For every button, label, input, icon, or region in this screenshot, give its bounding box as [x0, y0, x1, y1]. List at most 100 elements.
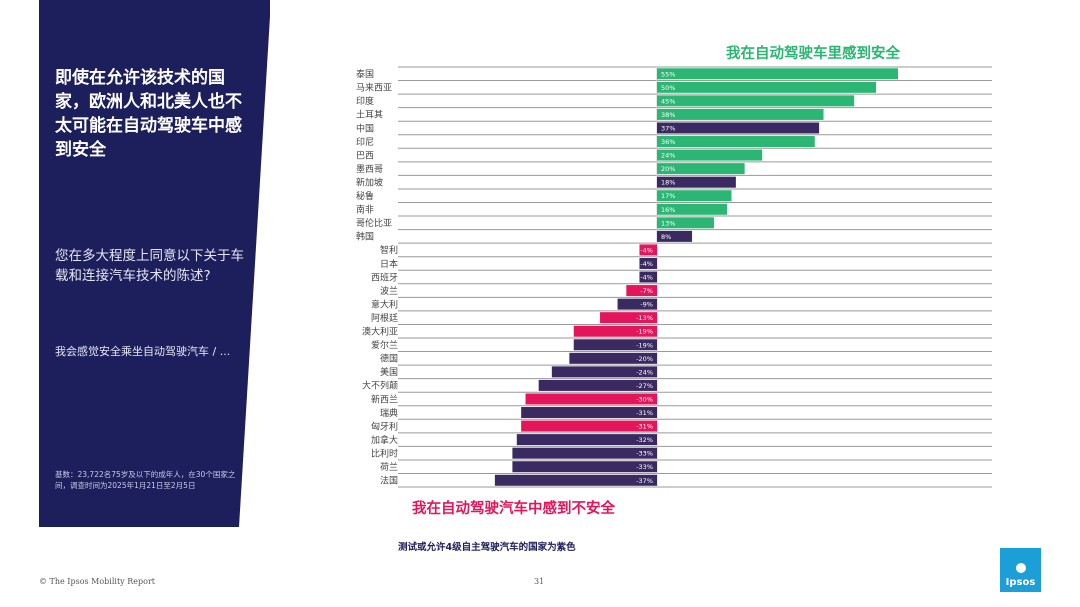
bar: [657, 108, 824, 120]
bar-value-label: -4%: [640, 246, 653, 254]
category-label: 日本: [380, 258, 398, 270]
bar: [573, 339, 657, 351]
ipsos-logo-text: Ipsos: [1005, 577, 1036, 588]
headline: 即使在允许该技术的国家，欧洲人和北美人也不太可能在自动驾驶车中感到安全: [55, 68, 242, 160]
category-label: 瑞典: [380, 407, 398, 419]
category-label: 秘鲁: [356, 190, 374, 202]
category-label: 美国: [380, 366, 398, 378]
survey-statement: 我会感觉安全乘坐自动驾驶汽车 / ...: [55, 345, 231, 358]
bar: [657, 136, 815, 148]
bar-value-label: -19%: [636, 328, 653, 336]
bar-value-label: -4%: [640, 274, 653, 282]
bar: [551, 366, 657, 378]
bar-value-label: -31%: [636, 409, 653, 417]
safe-label: 我在自动驾驶车里感到安全: [726, 46, 900, 62]
bar: [512, 461, 657, 473]
category-label: 新加坡: [356, 176, 383, 188]
bar: [657, 163, 745, 175]
category-label: 印尼: [356, 136, 374, 148]
bar: [657, 149, 763, 161]
bar-value-label: 55%: [661, 70, 675, 78]
bar-value-label: -27%: [636, 382, 653, 390]
bar: [639, 257, 657, 269]
bar: [657, 122, 820, 134]
bar-value-label: -37%: [636, 477, 653, 485]
category-label: 新西兰: [371, 393, 398, 405]
bar-value-label: -19%: [636, 341, 653, 349]
bar-value-label: -7%: [640, 287, 653, 295]
bar-value-label: -33%: [636, 450, 653, 458]
bar: [657, 203, 728, 215]
bar: [657, 217, 714, 229]
bar: [657, 190, 732, 202]
category-label: 墨西哥: [356, 164, 383, 175]
category-label: 哥伦比亚: [356, 217, 392, 229]
bar: [657, 230, 693, 242]
base-note: 基数：23,722名75岁及以下的成年人，在30个国家之间，调查时间为2025年…: [55, 470, 236, 490]
survey-question: 您在多大程度上同意以下关于车载和连接汽车技术的陈述?: [55, 248, 244, 284]
bar-value-label: -32%: [636, 436, 653, 444]
bar-value-label: -31%: [636, 423, 653, 431]
category-label: 匈牙利: [371, 420, 398, 432]
bar-value-label: 20%: [661, 165, 675, 173]
left-panel: 即使在允许该技术的国家，欧洲人和北美人也不太可能在自动驾驶车中感到安全 您在多大…: [39, 0, 271, 527]
bar-value-label: 38%: [661, 111, 675, 119]
bar-value-label: -9%: [640, 301, 653, 309]
category-label: 大不列颠: [362, 380, 398, 392]
bar-value-label: 17%: [661, 192, 675, 200]
bar-value-label: 45%: [661, 97, 675, 105]
category-label: 泰国: [356, 68, 374, 80]
bar: [617, 298, 657, 310]
category-label: 比利时: [371, 447, 398, 459]
category-label: 爱尔兰: [371, 339, 398, 351]
bar: [521, 420, 657, 432]
bar-value-label: -13%: [636, 314, 653, 322]
category-label: 南非: [356, 204, 374, 216]
page-number: 31: [534, 577, 545, 586]
bar-value-label: -33%: [636, 463, 653, 471]
bar-value-label: 18%: [661, 179, 675, 187]
bar: [657, 95, 855, 107]
bar: [569, 352, 657, 364]
bar: [494, 474, 657, 486]
bar: [626, 285, 657, 297]
category-label: 法国: [380, 475, 398, 487]
ipsos-logo: Ipsos: [1000, 548, 1041, 592]
chart-footnote: 测试或允许4级自主驾驶汽车的国家为紫色: [398, 542, 576, 553]
bar-value-label: -30%: [636, 395, 653, 403]
bar: [657, 176, 736, 188]
bar: [538, 379, 657, 391]
category-label: 中国: [356, 122, 374, 134]
bar-value-label: 37%: [661, 124, 675, 132]
category-label: 西班牙: [371, 271, 398, 283]
category-label: 土耳其: [356, 109, 383, 121]
bar-value-label: -20%: [636, 355, 653, 363]
bar: [639, 244, 657, 256]
category-label: 荷兰: [380, 461, 398, 473]
category-label: 德国: [380, 353, 398, 365]
bar: [657, 68, 898, 80]
category-label: 韩国: [356, 231, 374, 243]
panel-cut-corner: [239, 0, 271, 527]
bar-value-label: 8%: [661, 233, 671, 241]
bar-value-label: -4%: [640, 260, 653, 268]
bar-value-label: 50%: [661, 84, 675, 92]
bar: [512, 447, 657, 459]
category-label: 意大利: [371, 298, 398, 310]
bar: [521, 407, 657, 419]
unsafe-label: 我在自动驾驶汽车中感到不安全: [412, 501, 615, 517]
bar: [573, 325, 657, 337]
category-label: 波兰: [380, 285, 398, 297]
bar: [657, 81, 877, 93]
footer-copyright: © The Ipsos Mobility Report: [39, 577, 155, 586]
category-label: 智利: [380, 244, 398, 256]
bar-value-label: 13%: [661, 219, 675, 227]
category-label: 加拿大: [371, 434, 398, 446]
bar: [639, 271, 657, 283]
bar-value-label: 36%: [661, 138, 675, 146]
bar-value-label: 24%: [661, 152, 675, 160]
category-label: 印度: [356, 95, 374, 107]
bar: [516, 434, 657, 446]
ipsos-logo-mark: [1015, 563, 1026, 573]
